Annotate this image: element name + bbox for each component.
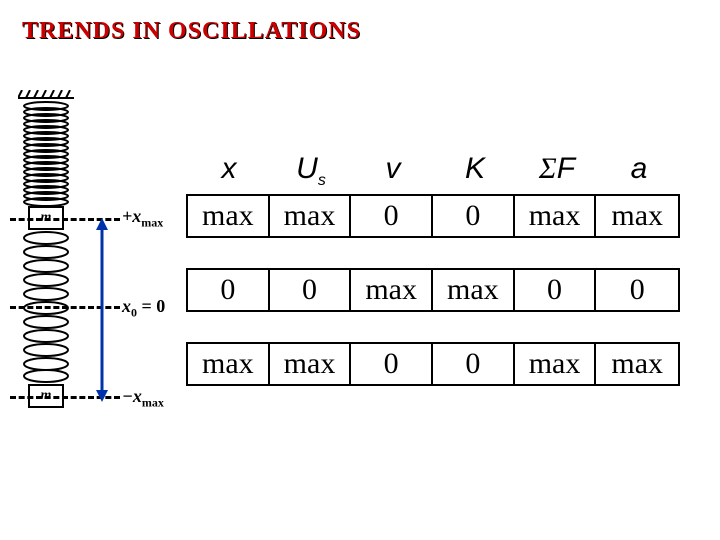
table-cell: max bbox=[596, 344, 678, 384]
table-cell: 0 bbox=[188, 270, 270, 310]
table-cell: max bbox=[270, 196, 352, 236]
page-title: TRENDS IN OSCILLATIONS bbox=[22, 18, 361, 45]
table-cell: 0 bbox=[596, 270, 678, 310]
table-cell: max bbox=[188, 196, 270, 236]
label-x0: x0 = 0 bbox=[122, 296, 165, 321]
table-cell: max bbox=[270, 344, 352, 384]
table-row: 00maxmax00 bbox=[186, 268, 680, 312]
table-cell: max bbox=[515, 344, 597, 384]
label-minus-xmax: −xmax bbox=[122, 386, 164, 411]
column-header: x bbox=[188, 152, 270, 190]
column-header: Us bbox=[270, 152, 352, 190]
column-header: a bbox=[598, 152, 680, 190]
table-row: maxmax00maxmax bbox=[186, 342, 680, 386]
table-cell: max bbox=[596, 196, 678, 236]
column-header: v bbox=[352, 152, 434, 190]
table-cell: 0 bbox=[433, 344, 515, 384]
table-cell: max bbox=[515, 196, 597, 236]
table-cell: max bbox=[188, 344, 270, 384]
table-cell: 0 bbox=[270, 270, 352, 310]
table-row: maxmax00maxmax bbox=[186, 194, 680, 238]
table-cell: 0 bbox=[351, 196, 433, 236]
column-header: ΣF bbox=[516, 152, 598, 190]
table-headers: xUsvKΣFa bbox=[186, 152, 706, 190]
table-cell: 0 bbox=[433, 196, 515, 236]
amplitude-arrow bbox=[94, 218, 110, 402]
column-header: K bbox=[434, 152, 516, 190]
table-cell: max bbox=[351, 270, 433, 310]
label-plus-xmax: +xmax bbox=[122, 206, 163, 231]
spring-mass-diagram: m m +xmax x0 = 0 −xmax bbox=[10, 90, 190, 430]
table-cell: max bbox=[433, 270, 515, 310]
oscillation-table: xUsvKΣFa maxmax00maxmax00maxmax00maxmax0… bbox=[186, 152, 706, 386]
support-bar bbox=[18, 90, 74, 100]
table-cell: 0 bbox=[515, 270, 597, 310]
spring-top bbox=[22, 100, 70, 206]
table-cell: 0 bbox=[351, 344, 433, 384]
